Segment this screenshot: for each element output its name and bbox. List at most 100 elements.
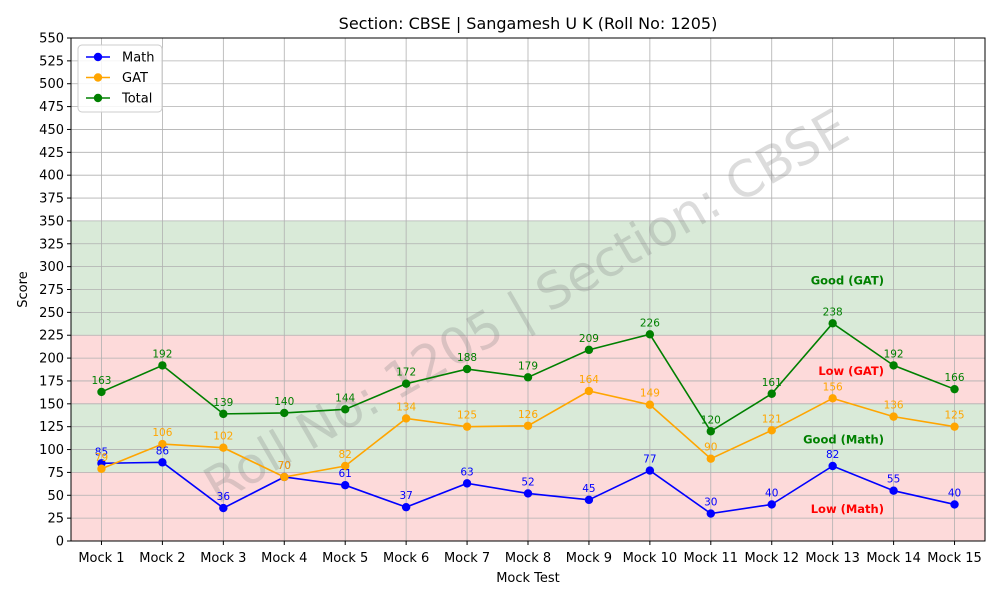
data-label-math: 30 (704, 497, 717, 509)
data-label-math: 55 (887, 474, 900, 486)
legend-marker-total (93, 93, 103, 103)
data-label-gat: 125 (945, 410, 965, 422)
x-tick-label: Mock 7 (444, 551, 490, 566)
band-label: Good (GAT) (811, 273, 884, 287)
data-point-total (219, 409, 228, 419)
y-tick-label: 0 (56, 535, 64, 550)
x-tick-label: Mock 14 (866, 551, 921, 566)
y-tick-label: 150 (39, 397, 64, 412)
data-point-gat (97, 464, 106, 473)
data-label-gat: 90 (704, 442, 717, 454)
data-point-gat (645, 400, 655, 409)
chart-title: Section: CBSE | Sangamesh U K (Roll No: … (339, 14, 718, 33)
data-point-gat (828, 394, 837, 403)
data-point-gat (401, 414, 411, 423)
legend-marker-math (93, 52, 103, 62)
data-point-total (97, 387, 106, 397)
data-label-gat: 82 (339, 449, 352, 461)
data-point-math (889, 486, 898, 495)
data-point-math (219, 503, 228, 513)
data-point-math (645, 466, 655, 475)
data-point-math (706, 509, 715, 518)
data-label-total: 140 (274, 396, 294, 408)
data-point-total (950, 384, 959, 394)
data-point-total (706, 427, 715, 436)
data-label-gat: 125 (457, 410, 477, 422)
data-label-total: 209 (579, 333, 599, 345)
data-point-gat (706, 454, 715, 463)
y-tick-label: 50 (47, 489, 64, 504)
y-axis-title: Score (16, 271, 31, 307)
y-tick-label: 525 (39, 54, 64, 69)
data-label-math: 40 (948, 487, 961, 499)
data-label-gat: 102 (213, 431, 233, 443)
x-tick-label: Mock 2 (139, 551, 185, 566)
legend-label-gat: GAT (122, 71, 148, 86)
data-label-total: 161 (762, 377, 782, 389)
y-tick-label: 425 (39, 146, 64, 161)
y-tick-label: 475 (39, 100, 64, 115)
data-label-math: 85 (95, 446, 108, 458)
data-point-gat (280, 472, 289, 482)
data-point-total (584, 345, 594, 355)
data-label-total: 172 (396, 367, 416, 379)
legend: Math GAT Total (77, 44, 163, 113)
data-point-math (462, 479, 472, 488)
data-label-total: 192 (152, 348, 172, 360)
y-tick-label: 450 (39, 123, 64, 138)
data-point-math (584, 495, 594, 505)
x-tick-label: Mock 4 (261, 551, 307, 566)
x-tick-label: Mock 13 (805, 551, 860, 566)
data-point-total (462, 364, 472, 374)
data-label-total: 226 (640, 317, 660, 329)
y-tick-label: 175 (39, 374, 64, 389)
data-point-gat (767, 426, 776, 435)
x-axis-title: Mock Test (496, 571, 560, 586)
data-point-math (828, 461, 837, 471)
data-label-total: 238 (823, 306, 843, 318)
y-axis-ticks: 0 25 50 75 100 125 150 175 200 225 250 275 300 325 350… (39, 32, 71, 550)
band-label: Good (Math) (803, 432, 884, 446)
data-label-gat: 136 (884, 400, 904, 412)
y-tick-label: 375 (39, 192, 64, 207)
data-point-gat (889, 412, 898, 421)
y-tick-label: 200 (39, 352, 64, 367)
data-label-math: 40 (765, 487, 778, 499)
data-label-math: 86 (156, 445, 170, 457)
data-point-math (341, 481, 350, 490)
y-tick-label: 300 (39, 260, 64, 275)
legend-marker-gat (93, 73, 103, 82)
band-label: Low (Math) (811, 502, 884, 516)
x-tick-label: Mock 3 (200, 551, 246, 566)
data-label-math: 77 (643, 454, 656, 466)
y-tick-label: 325 (39, 237, 64, 252)
data-label-gat: 70 (278, 460, 291, 472)
data-label-gat: 134 (396, 401, 416, 413)
x-tick-label: Mock 10 (623, 551, 678, 566)
data-label-gat: 121 (762, 413, 782, 425)
x-tick-label: Mock 9 (566, 551, 612, 566)
y-tick-label: 125 (39, 420, 64, 435)
x-tick-label: Mock 5 (322, 551, 368, 566)
x-axis-ticks: Mock 1 Mock 2 Mock 3 Mock 4 Mock 5 Mock 6 Mock… (78, 541, 982, 566)
y-tick-label: 275 (39, 283, 64, 298)
band-labels: Good (GAT) Low (GAT) Good (Math) Low (Math) (803, 273, 884, 516)
x-tick-label: Mock 12 (744, 551, 799, 566)
data-label-math: 70 (278, 460, 291, 472)
y-tick-label: 25 (47, 512, 64, 527)
data-point-gat (584, 386, 594, 396)
data-point-total (280, 408, 289, 418)
data-label-math: 63 (460, 466, 473, 478)
data-label-total: 163 (91, 375, 111, 387)
x-tick-label: Mock 15 (927, 551, 982, 566)
y-tick-label: 250 (39, 306, 64, 321)
data-point-gat (523, 421, 533, 430)
data-point-total (767, 389, 776, 398)
data-label-gat: 164 (579, 374, 599, 386)
x-tick-label: Mock 6 (383, 551, 429, 566)
y-tick-label: 350 (39, 214, 64, 229)
data-point-total (158, 361, 167, 370)
data-point-gat (341, 461, 350, 471)
